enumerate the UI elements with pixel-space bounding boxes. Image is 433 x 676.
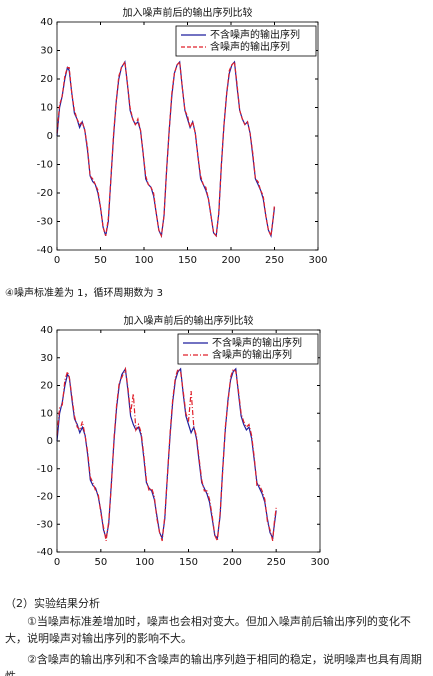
- legend-box: [175, 25, 317, 57]
- y-tick-label: 40: [40, 325, 53, 336]
- chart-title: 加入噪声前后的输出序列比较: [124, 314, 254, 327]
- y-tick-label: 0: [47, 131, 53, 142]
- x-tick-label: 200: [223, 557, 242, 568]
- plot-frame: [56, 329, 321, 553]
- legend-box: [177, 333, 319, 365]
- paragraph: ②含噪声的输出序列和不含噪声的输出序列趋于相同的稳定，说明噪声也具有周期性。: [5, 653, 422, 676]
- series-line: [56, 60, 276, 238]
- x-tick-label: 100: [134, 255, 153, 266]
- y-tick-label: -30: [37, 217, 53, 228]
- y-tick-label: -20: [37, 188, 53, 199]
- x-tick-label: 300: [308, 255, 327, 266]
- y-tick-label: 40: [40, 17, 53, 28]
- y-tick-label: 30: [40, 46, 53, 57]
- x-tick-label: 50: [94, 557, 107, 568]
- paragraph: ①当噪声标准差增加时，噪声也会相对变大。但加入噪声前后输出序列的变化不大，说明噪…: [5, 615, 411, 645]
- y-tick-label: -30: [37, 519, 53, 530]
- note: ④噪声标准差为 1，循环周期数为 3: [5, 286, 163, 299]
- section-heading: （2）实验结果分析: [5, 597, 100, 610]
- plot-frame: [56, 21, 319, 251]
- y-tick-label: -40: [37, 547, 53, 558]
- y-tick-label: -20: [37, 492, 53, 503]
- legend-label: 含噪声的输出序列: [212, 348, 292, 361]
- x-tick-label: 250: [265, 255, 284, 266]
- x-tick-label: 150: [178, 255, 197, 266]
- x-tick-label: 200: [221, 255, 240, 266]
- series-line: [56, 367, 277, 541]
- y-tick-label: 20: [40, 381, 53, 392]
- x-tick-label: 150: [179, 557, 198, 568]
- series-line: [56, 60, 276, 238]
- y-tick-label: 0: [47, 436, 53, 447]
- x-tick-label: 250: [267, 557, 286, 568]
- x-tick-label: 300: [310, 557, 329, 568]
- legend-label: 不含噪声的输出序列: [210, 28, 300, 41]
- y-tick-label: 30: [40, 353, 53, 364]
- y-tick-label: 10: [40, 408, 53, 419]
- y-tick-label: -10: [37, 160, 53, 171]
- x-tick-label: 50: [94, 255, 107, 266]
- x-tick-label: 0: [54, 255, 60, 266]
- y-tick-label: 10: [40, 103, 53, 114]
- y-tick-label: -10: [37, 464, 53, 475]
- series-line: [56, 366, 277, 544]
- y-tick-label: 20: [40, 74, 53, 85]
- legend-label: 不含噪声的输出序列: [212, 336, 302, 349]
- chart-title: 加入噪声前后的输出序列比较: [123, 6, 253, 19]
- y-tick-label: -40: [37, 245, 53, 256]
- legend-label: 含噪声的输出序列: [210, 40, 290, 53]
- x-tick-label: 100: [135, 557, 154, 568]
- x-tick-label: 0: [54, 557, 60, 568]
